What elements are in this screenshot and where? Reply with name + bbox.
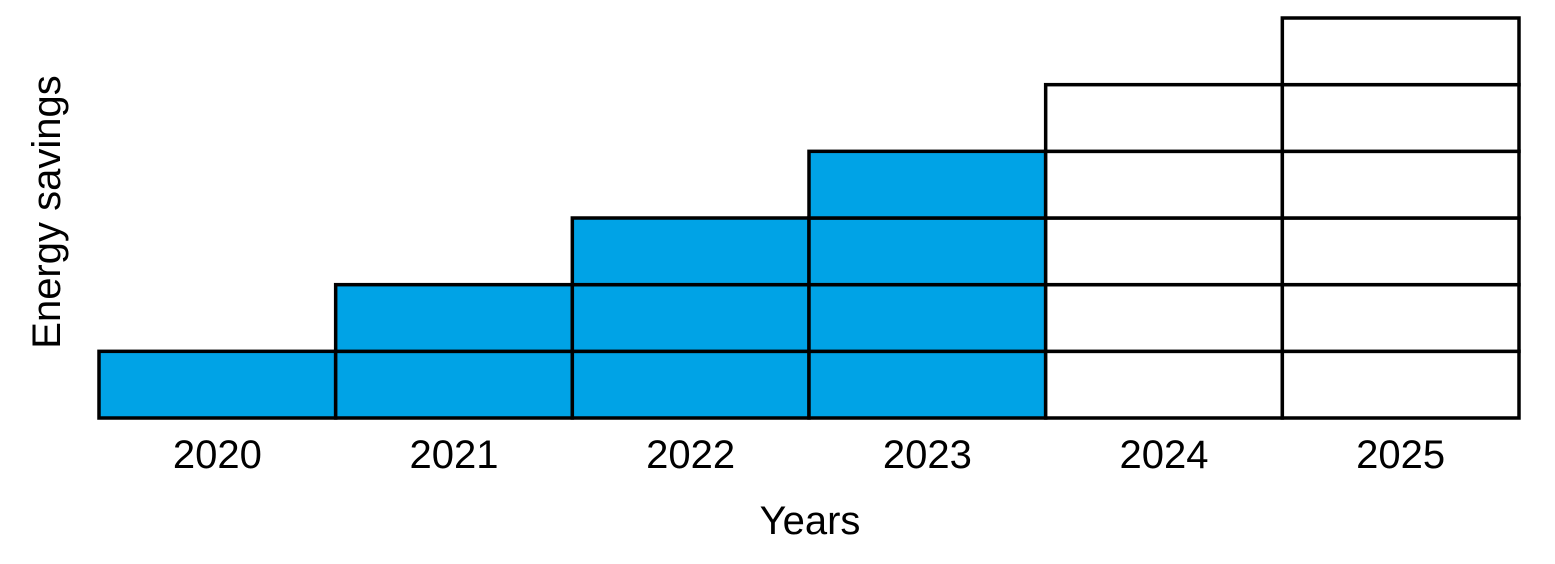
x-tick-label-2023: 2023 <box>883 433 972 477</box>
x-tick-labels: 2020 2021 2022 2023 2024 2025 <box>173 433 1445 477</box>
x-axis-label: Years <box>760 499 861 543</box>
bar-block-2024-1 <box>1043 349 1285 420</box>
bar-block-2025-1 <box>1280 349 1521 420</box>
bar-blocks <box>97 16 1521 420</box>
bar-block-2024-4 <box>1043 149 1285 220</box>
bar-block-2025-5 <box>1280 82 1521 154</box>
x-tick-label-2020: 2020 <box>173 433 262 477</box>
x-tick-label-2022: 2022 <box>646 433 735 477</box>
bar-block-2023-2 <box>807 282 1048 354</box>
x-tick-label-2025: 2025 <box>1356 433 1445 477</box>
y-axis-label: Energy savings <box>25 75 69 348</box>
bar-block-2024-5 <box>1043 82 1285 154</box>
bar-block-2024-2 <box>1043 282 1285 354</box>
bar-block-2021-2 <box>333 282 575 354</box>
bar-block-2022-3 <box>570 216 811 287</box>
bar-block-2025-6 <box>1280 16 1521 87</box>
bar-block-2025-3 <box>1280 216 1521 287</box>
bar-block-2020-1 <box>97 349 338 420</box>
x-tick-label-2024: 2024 <box>1120 433 1209 477</box>
bar-block-2022-2 <box>570 282 811 354</box>
x-tick-label-2021: 2021 <box>410 433 499 477</box>
bar-block-2022-1 <box>570 349 811 420</box>
bar-block-2024-3 <box>1043 216 1285 287</box>
bar-block-2025-4 <box>1280 149 1521 220</box>
bar-block-2023-1 <box>807 349 1048 420</box>
bar-block-2021-1 <box>333 349 575 420</box>
bar-block-2023-4 <box>807 149 1048 220</box>
bar-block-2023-3 <box>807 216 1048 287</box>
bar-block-2025-2 <box>1280 282 1521 354</box>
